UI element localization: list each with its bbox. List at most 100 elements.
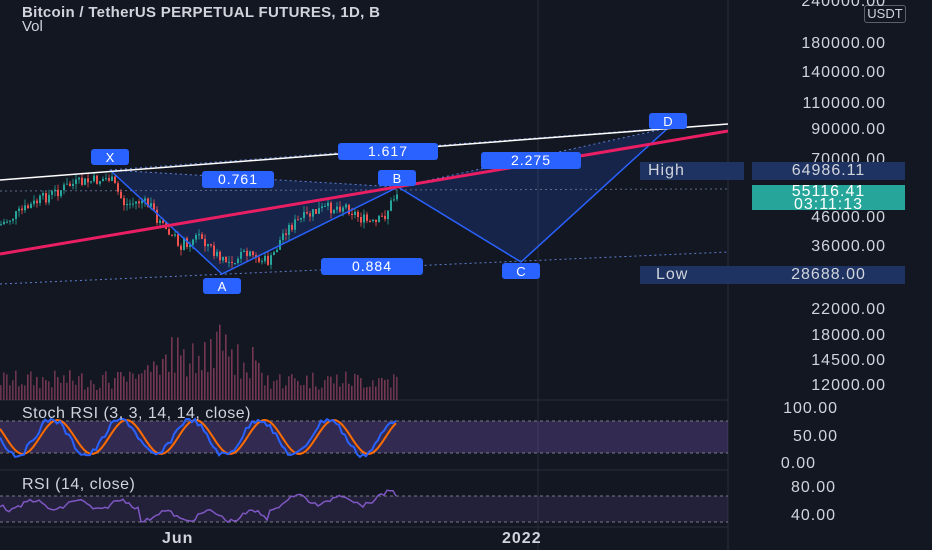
ac-dotted-line bbox=[0, 251, 729, 285]
candle-body bbox=[375, 219, 377, 223]
volume-bar bbox=[99, 387, 101, 400]
volume-bar bbox=[204, 342, 206, 400]
volume-bar bbox=[138, 374, 140, 400]
volume-bar bbox=[165, 354, 167, 400]
volume-bar bbox=[249, 378, 251, 400]
candle-body bbox=[348, 204, 350, 214]
volume-bar bbox=[126, 381, 128, 400]
ratio-label-xb[interactable]: 0.761 bbox=[202, 171, 274, 188]
svg-text:C: C bbox=[516, 264, 525, 279]
volume-bar bbox=[258, 362, 260, 400]
volume-bar bbox=[243, 362, 245, 400]
point-label-d[interactable]: D bbox=[649, 113, 687, 129]
volume-bar bbox=[339, 386, 341, 400]
volume-bar bbox=[390, 387, 392, 400]
candle-body bbox=[129, 203, 131, 205]
candle-body bbox=[330, 202, 332, 214]
volume-bar bbox=[318, 389, 320, 400]
candle-body bbox=[390, 200, 392, 211]
candle-body bbox=[276, 249, 278, 253]
price-axis-label: 90000.00 bbox=[811, 121, 886, 138]
volume-bar bbox=[9, 385, 11, 400]
volume-bar bbox=[180, 355, 182, 400]
current-price-box: 55116.41 03:11:13 bbox=[752, 184, 905, 213]
candle-body bbox=[120, 191, 122, 199]
ratio-label-ac[interactable]: 0.884 bbox=[321, 258, 423, 275]
candle-body bbox=[243, 250, 245, 252]
volume-bar bbox=[363, 387, 365, 400]
point-label-c[interactable]: C bbox=[502, 263, 540, 279]
candle-body bbox=[18, 208, 20, 212]
price-axis-label: 36000.00 bbox=[811, 238, 886, 255]
candle-body bbox=[288, 224, 290, 235]
volume-bar bbox=[246, 372, 248, 400]
volume-legend[interactable]: Vol bbox=[22, 18, 43, 35]
svg-text:0.884: 0.884 bbox=[352, 258, 392, 274]
candle-body bbox=[48, 194, 50, 203]
candle-body bbox=[381, 215, 383, 217]
time-axis-label: 2022 bbox=[502, 530, 542, 547]
candle-body bbox=[213, 245, 215, 256]
candle-body bbox=[306, 212, 308, 214]
volume-bar bbox=[54, 370, 56, 400]
volume-bar bbox=[378, 378, 380, 400]
symbol-title[interactable]: Bitcoin / TetherUS PERPETUAL FUTURES, 1D… bbox=[22, 4, 381, 21]
currency-button[interactable]: USDT bbox=[864, 5, 906, 23]
svg-text:D: D bbox=[663, 114, 672, 129]
bd-dotted-line bbox=[397, 127, 669, 188]
volume-bar bbox=[288, 376, 290, 400]
volume-bar bbox=[144, 369, 146, 400]
volume-bar bbox=[315, 386, 317, 400]
volume-bar bbox=[303, 385, 305, 400]
volume-bar bbox=[96, 389, 98, 400]
candle-body bbox=[285, 233, 287, 235]
candle-body bbox=[75, 179, 77, 184]
stoch-rsi-legend[interactable]: Stoch RSI (3, 3, 14, 14, close) bbox=[22, 405, 251, 422]
candle-body bbox=[84, 178, 86, 185]
volume-bar bbox=[237, 344, 239, 400]
ratio-label-xd[interactable]: 1.617 bbox=[338, 143, 438, 160]
price-axis-label: 110000.00 bbox=[802, 95, 886, 112]
candle-body bbox=[354, 211, 356, 216]
candle-body bbox=[258, 257, 260, 262]
volume-bar bbox=[207, 371, 209, 400]
volume-bar bbox=[279, 374, 281, 400]
candle-body bbox=[333, 209, 335, 214]
volume-bar bbox=[123, 376, 125, 400]
svg-text:A: A bbox=[218, 279, 227, 294]
candle-body bbox=[321, 206, 323, 209]
xb-dotted-line bbox=[109, 169, 399, 188]
candle-body bbox=[39, 195, 41, 204]
rsi-legend[interactable]: RSI (14, close) bbox=[22, 476, 136, 493]
price-axis-label: 22000.00 bbox=[811, 301, 886, 318]
point-label-b[interactable]: B bbox=[378, 170, 416, 186]
volume-bar bbox=[15, 370, 17, 400]
volume-bar bbox=[354, 373, 356, 400]
volume-bar bbox=[327, 376, 329, 400]
price-axis-label: 46000.00 bbox=[811, 209, 886, 226]
candle-body bbox=[24, 205, 26, 211]
candle-body bbox=[228, 261, 230, 263]
volume-bar bbox=[156, 365, 158, 400]
point-label-a[interactable]: A bbox=[203, 278, 241, 294]
price-axis-label: 180000.00 bbox=[801, 35, 886, 52]
candle-body bbox=[117, 183, 119, 192]
point-label-x[interactable]: X bbox=[91, 149, 129, 165]
volume-bar bbox=[375, 386, 377, 400]
candle-body bbox=[150, 203, 152, 207]
candle-body bbox=[204, 238, 206, 247]
candle-body bbox=[141, 200, 143, 204]
volume-bar bbox=[45, 380, 47, 400]
volume-bar bbox=[84, 389, 86, 400]
volume-bar bbox=[381, 377, 383, 400]
candle-body bbox=[69, 183, 71, 187]
ratio-label-bd[interactable]: 2.275 bbox=[481, 152, 581, 169]
candle-body bbox=[57, 189, 59, 197]
candle-body bbox=[225, 256, 227, 263]
candle-body bbox=[138, 201, 140, 204]
volume-bar bbox=[294, 378, 296, 400]
stoch-k-line bbox=[0, 417, 397, 459]
candle-body bbox=[327, 202, 329, 207]
volume-bar bbox=[108, 382, 110, 400]
